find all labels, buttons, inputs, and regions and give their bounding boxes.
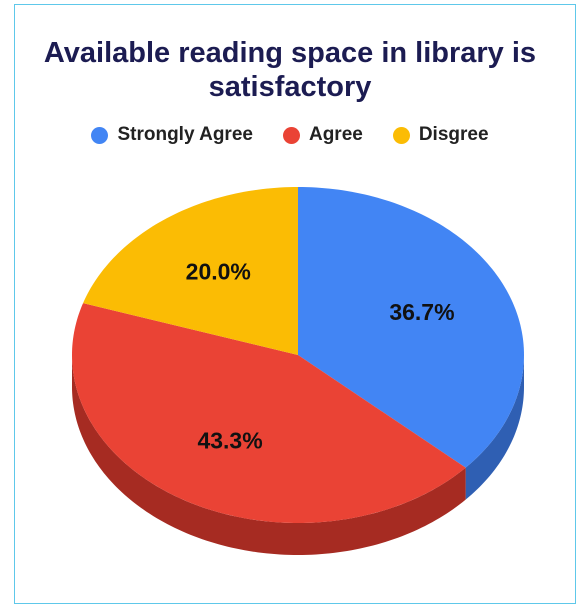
legend-swatch xyxy=(91,126,109,144)
pie-slice xyxy=(72,303,466,523)
pie-slice xyxy=(298,187,524,468)
data-label: 20.0% xyxy=(186,259,251,285)
legend-label: Strongly Agree xyxy=(117,124,253,145)
legend-swatch xyxy=(392,126,410,144)
legend: Strongly Agree Agree Disgree xyxy=(0,124,580,146)
legend-item: Strongly Agree xyxy=(91,124,253,146)
legend-item: Agree xyxy=(282,124,363,146)
legend-label: Disgree xyxy=(418,124,489,145)
pie-slice-side xyxy=(465,355,524,500)
legend-swatch xyxy=(282,126,300,144)
legend-label: Agree xyxy=(308,124,363,145)
pie-slice xyxy=(83,187,298,355)
chart-title: Available reading space in library is sa… xyxy=(43,37,537,103)
legend-item: Disgree xyxy=(392,124,489,146)
data-label: 43.3% xyxy=(197,427,262,453)
data-label: 36.7% xyxy=(389,299,454,325)
pie-slice-side xyxy=(72,355,466,555)
